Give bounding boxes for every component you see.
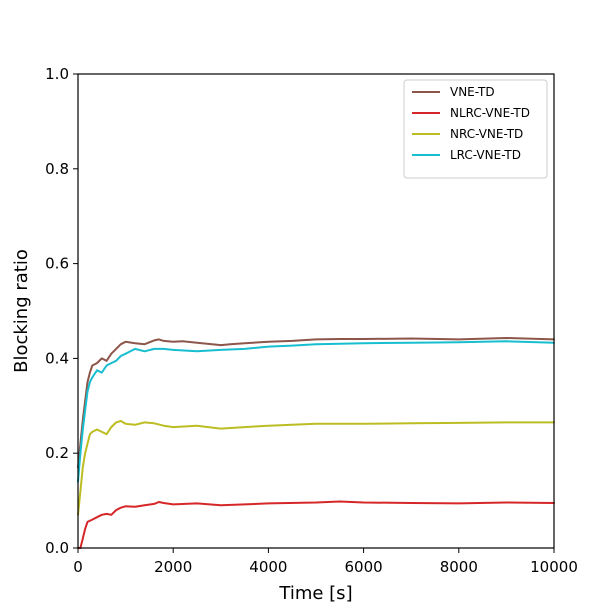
series-line-2 <box>77 500 555 549</box>
legend-label: NRC-VNE-TD <box>450 127 523 141</box>
series-line-3 <box>77 420 555 516</box>
y-tick-label: 0.4 <box>45 349 69 367</box>
x-axis-label: Time [s] <box>278 583 352 604</box>
x-tick-label: 10000 <box>530 558 578 576</box>
x-tick-label: 6000 <box>345 558 383 576</box>
y-axis-ticks: 0.0 0.2 0.4 0.6 0.8 1.0 <box>45 65 78 557</box>
series-line-4 <box>77 340 555 483</box>
x-tick-label: 4000 <box>249 558 287 576</box>
y-tick-label: 0.2 <box>45 444 69 462</box>
y-axis-label: Blocking ratio <box>11 249 32 373</box>
plot-lines <box>77 337 555 549</box>
plot-frame <box>77 73 555 549</box>
x-tick-label: 8000 <box>440 558 478 576</box>
x-tick-label: 2000 <box>154 558 192 576</box>
y-tick-label: 0.8 <box>45 160 69 178</box>
series-line-1 <box>77 337 555 469</box>
legend: VNE-TD NLRC-VNE-TD NRC-VNE-TD LRC-VNE-TD <box>403 79 548 179</box>
y-tick-label: 0.0 <box>45 539 69 557</box>
legend-label: LRC-VNE-TD <box>450 148 521 162</box>
y-tick-label: 0.6 <box>45 255 69 273</box>
legend-box <box>403 79 548 179</box>
x-axis-ticks: 0 2000 4000 6000 8000 10000 <box>73 548 578 576</box>
legend-label: VNE-TD <box>450 85 495 99</box>
y-tick-label: 1.0 <box>45 65 69 83</box>
x-tick-label: 0 <box>73 558 83 576</box>
legend-label: NLRC-VNE-TD <box>450 106 530 120</box>
